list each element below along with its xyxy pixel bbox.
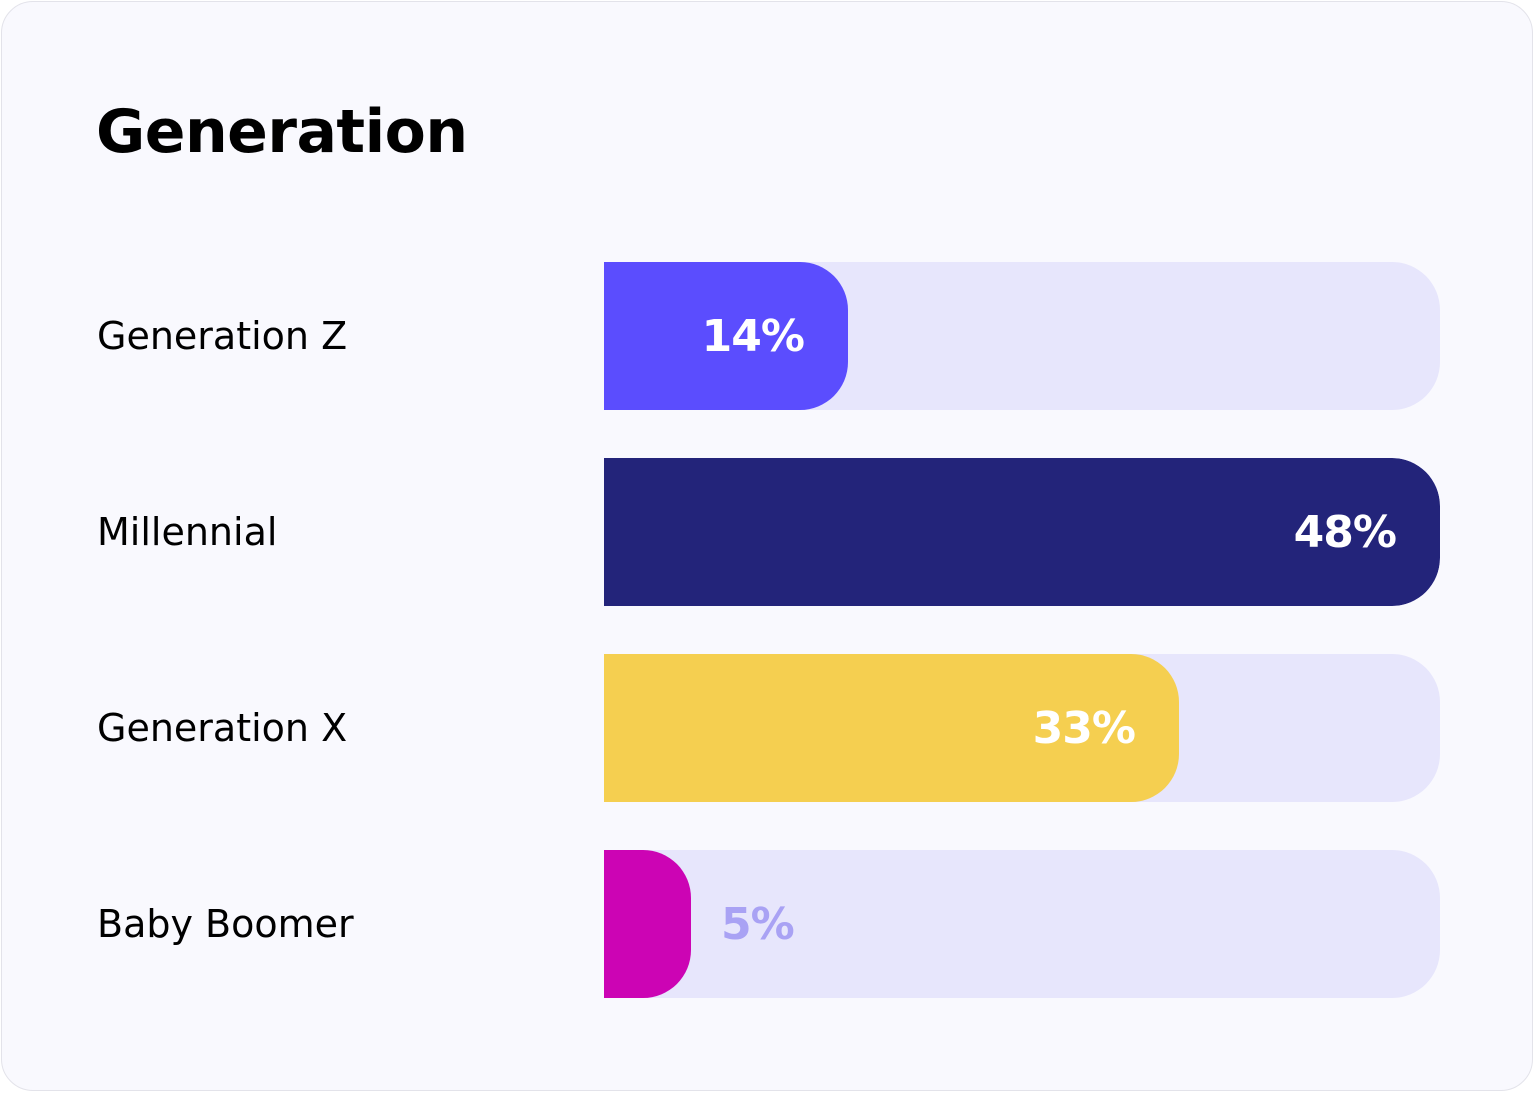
bar-track: 5% [604, 850, 1440, 998]
value-label: 14% [701, 311, 805, 362]
chart-title: Generation [96, 97, 468, 167]
bar-row: Generation Z 14% [0, 262, 1536, 410]
bar-row: Millennial 48% [0, 458, 1536, 606]
bar [604, 458, 1440, 606]
bar-track: 33% [604, 654, 1440, 802]
value-label: 48% [1293, 507, 1397, 558]
category-label: Millennial [97, 510, 278, 554]
bar [604, 262, 848, 410]
value-label: 5% [721, 899, 795, 950]
bar-track: 48% [604, 458, 1440, 606]
value-label: 33% [1032, 703, 1136, 754]
bar [604, 654, 1179, 802]
bar-row: Baby Boomer 5% [0, 850, 1536, 998]
category-label: Baby Boomer [97, 902, 354, 946]
bar [604, 850, 691, 998]
category-label: Generation Z [97, 314, 348, 358]
bar-track: 14% [604, 262, 1440, 410]
bar-row: Generation X 33% [0, 654, 1536, 802]
category-label: Generation X [97, 706, 348, 750]
